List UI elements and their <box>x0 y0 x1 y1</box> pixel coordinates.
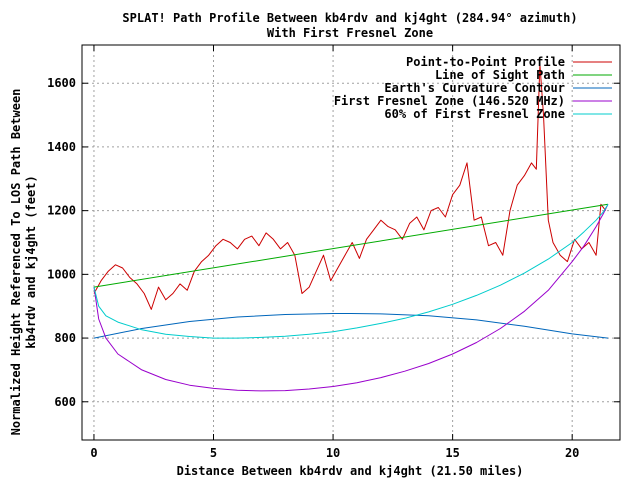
y-tick-label: 600 <box>54 395 76 409</box>
series-line-first-fresnel-zone-146-520-mhz <box>93 204 609 392</box>
series-line-60-of-first-fresnel-zone <box>93 204 609 339</box>
x-tick-label: 0 <box>90 446 97 460</box>
y-axis-label-line2: kb4rdv and kj4ght (feet) <box>24 175 38 348</box>
y-tick-label: 1200 <box>47 204 76 218</box>
series-lines <box>93 63 609 392</box>
grid-lines <box>82 45 620 440</box>
chart-subtitle: With First Fresnel Zone <box>267 26 433 40</box>
y-tick-label: 1400 <box>47 140 76 154</box>
series-line-line-of-sight-path <box>93 203 609 288</box>
chart-title: SPLAT! Path Profile Between kb4rdv and k… <box>122 11 577 25</box>
x-tick-label: 20 <box>565 446 579 460</box>
legend-label-first-fresnel-zone-146-520-mhz: First Fresnel Zone (146.520 MHz) <box>334 94 565 108</box>
y-tick-label: 800 <box>54 331 76 345</box>
y-axis-label-line1: Normalized Height Referenced To LOS Path… <box>9 89 23 436</box>
x-tick-label: 10 <box>326 446 340 460</box>
legend-label-line-of-sight-path: Line of Sight Path <box>435 68 565 82</box>
y-tick-label: 1600 <box>47 76 76 90</box>
series-line-earth-s-curvature-contour <box>93 313 609 339</box>
y-tick-label: 1000 <box>47 267 76 281</box>
plot-frame <box>81 44 621 441</box>
y-axis-ticks: 600 800 1000 1200 1400 1600 <box>47 76 620 409</box>
x-tick-label: 5 <box>210 446 217 460</box>
legend-label-point-to-point-profile: Point-to-Point Profile <box>406 55 565 69</box>
legend-label-60-of-first-fresnel-zone: 60% of First Fresnel Zone <box>384 107 565 121</box>
legend-label-earth-s-curvature-contour: Earth's Curvature Contour <box>384 81 565 95</box>
x-axis-ticks: 0 5 10 15 20 <box>90 45 579 460</box>
x-tick-label: 15 <box>445 446 459 460</box>
x-axis-label: Distance Between kb4rdv and kj4ght (21.5… <box>177 464 524 478</box>
series-line-point-to-point-profile <box>93 63 607 310</box>
